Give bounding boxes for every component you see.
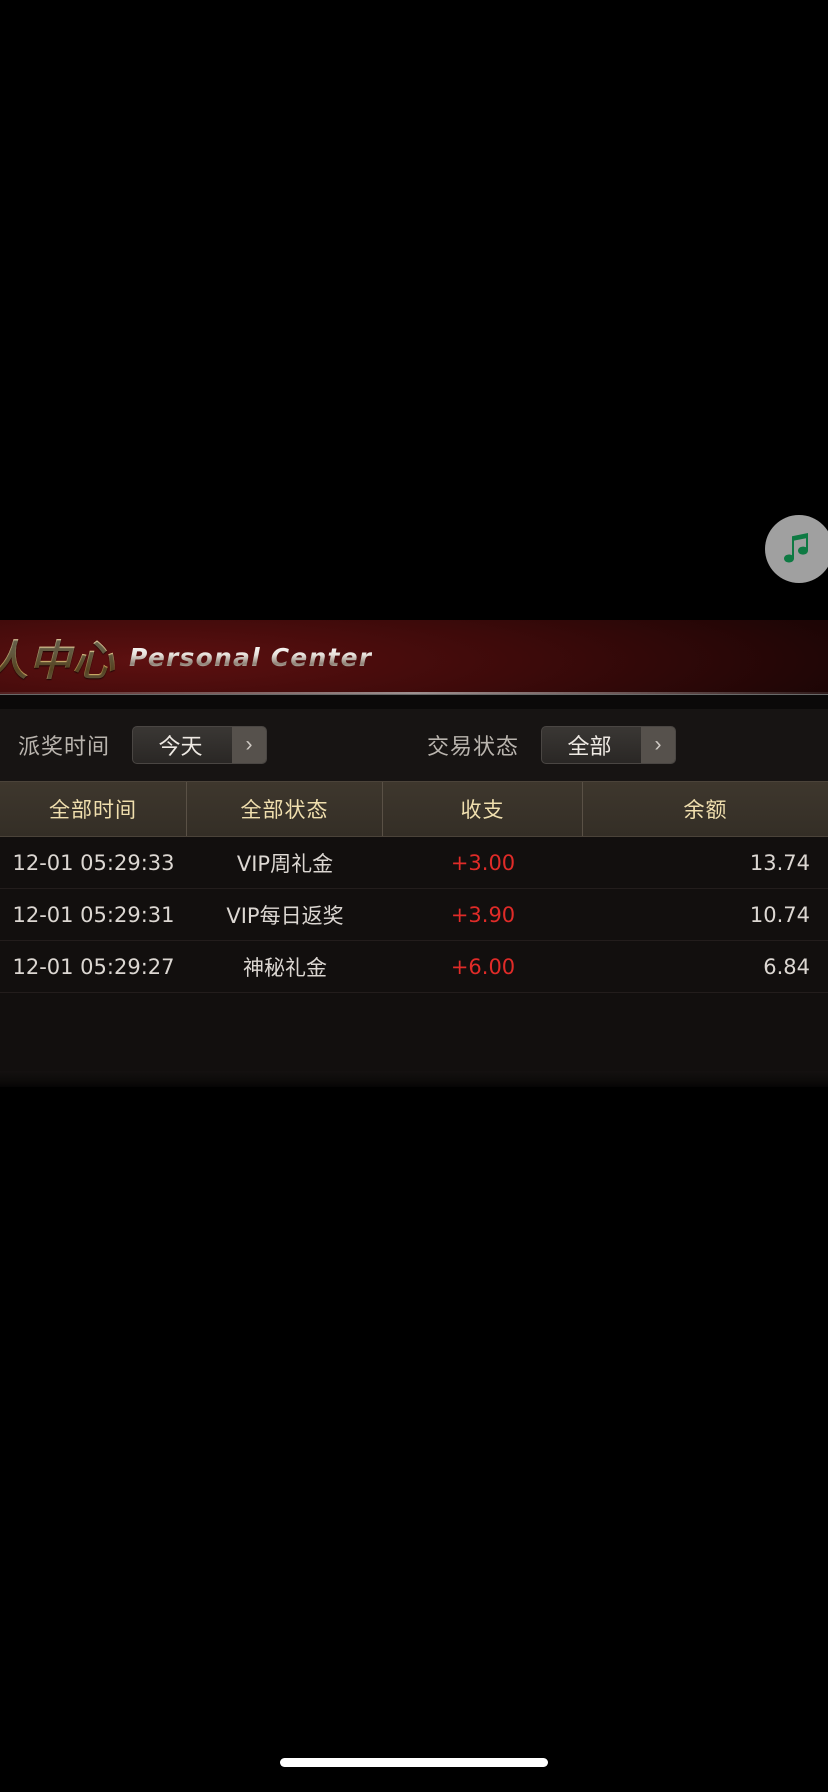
filter-prize-time-label: 派奖时间 bbox=[18, 735, 111, 760]
cell-balance: 10.74 bbox=[749, 902, 810, 927]
table-empty-space bbox=[0, 993, 828, 1071]
table-header-row: 全部时间 全部状态 收支 余额 bbox=[0, 781, 828, 837]
page-header-banner: 人中心 Personal Center bbox=[0, 620, 828, 695]
cell-amount: +3.90 bbox=[450, 902, 516, 927]
filter-transaction-status: 交易状态 全部 › bbox=[427, 726, 677, 764]
cell-time: 12-01 05:29:33 bbox=[12, 850, 175, 875]
cell-balance: 13.74 bbox=[749, 850, 810, 875]
filter-transaction-status-label: 交易状态 bbox=[427, 735, 520, 760]
transactions-table: 全部时间 全部状态 收支 余额 12-01 05:29:33 VIP周礼金 +3… bbox=[0, 781, 828, 1087]
home-indicator[interactable] bbox=[280, 1758, 548, 1767]
table-row[interactable]: 12-01 05:29:31 VIP每日返奖 +3.90 10.74 bbox=[0, 889, 828, 941]
cell-balance: 6.84 bbox=[763, 954, 810, 979]
table-row[interactable]: 12-01 05:29:27 神秘礼金 +6.00 6.84 bbox=[0, 941, 828, 993]
banner-gap bbox=[0, 695, 828, 709]
cell-type: VIP周礼金 bbox=[236, 851, 334, 876]
filter-bar: 派奖时间 今天 › 交易状态 全部 › bbox=[0, 709, 828, 781]
chevron-right-icon: › bbox=[232, 727, 267, 763]
transaction-status-dropdown-value: 全部 bbox=[567, 735, 612, 760]
cell-time: 12-01 05:29:27 bbox=[12, 954, 175, 979]
prize-time-dropdown-value: 今天 bbox=[158, 735, 203, 760]
column-header-time[interactable]: 全部时间 bbox=[0, 782, 187, 836]
music-note-icon bbox=[784, 532, 812, 566]
page-title-cn: 人中心 bbox=[0, 627, 115, 688]
app-viewport: 人中心 Personal Center 派奖时间 今天 › 交易状态 全部 › bbox=[0, 620, 828, 1165]
table-clipped-edge bbox=[0, 1071, 828, 1087]
cell-amount: +3.00 bbox=[450, 850, 516, 875]
page-title-en: Personal Center bbox=[129, 642, 373, 672]
cell-amount: +6.00 bbox=[450, 954, 516, 979]
cell-type: VIP每日返奖 bbox=[226, 903, 344, 928]
filter-prize-time: 派奖时间 今天 › bbox=[18, 726, 268, 764]
chevron-right-icon: › bbox=[641, 727, 676, 763]
column-header-balance[interactable]: 余额 bbox=[683, 798, 728, 822]
table-row[interactable]: 12-01 05:29:33 VIP周礼金 +3.00 13.74 bbox=[0, 837, 828, 889]
column-header-amount[interactable]: 收支 bbox=[383, 782, 583, 836]
transaction-status-dropdown[interactable]: 全部 › bbox=[541, 726, 677, 764]
cell-time: 12-01 05:29:31 bbox=[12, 902, 175, 927]
column-header-status[interactable]: 全部状态 bbox=[187, 782, 383, 836]
cell-type: 神秘礼金 bbox=[243, 955, 327, 980]
music-toggle-button[interactable] bbox=[765, 515, 828, 583]
prize-time-dropdown[interactable]: 今天 › bbox=[132, 726, 268, 764]
